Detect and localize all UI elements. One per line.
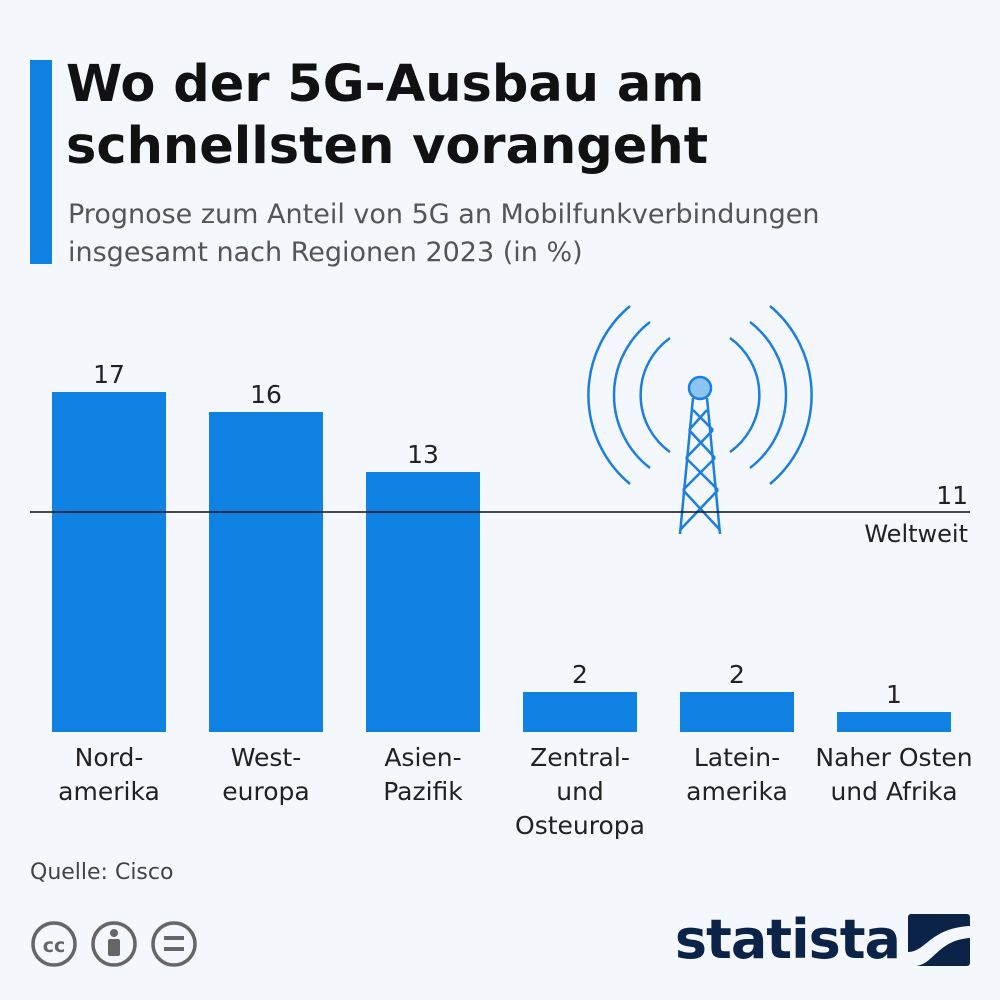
logo-text: statista [674,908,901,971]
tick-label-1-0: West- [231,743,301,772]
tick-label-4-0: Latein- [694,743,780,772]
bar-2 [366,472,480,732]
data-label-5: 1 [886,680,902,709]
cell-tower-icon [587,305,813,535]
chart-subtitle: Prognose zum Anteil von 5G an Mobilfunkv… [68,199,820,268]
cc-icon: cc [31,921,77,967]
tick-label-5-1: und Afrika [830,777,957,806]
reference-label: Weltweit [864,520,968,548]
data-label-2: 13 [407,440,439,469]
bar-1 [209,412,323,732]
by-icon [91,921,137,967]
tick-label-3-2: Osteuropa [515,811,645,840]
chart-title: Wo der 5G-Ausbau am schnellsten vorangeh… [66,55,709,176]
accent-bar [30,60,52,264]
bar-chart: 11 Weltweit 17 Nord-amerika 16 West-europa 13… [30,305,973,840]
bar-0 [52,392,166,732]
tick-label-0-0: Nord- [75,743,144,772]
nd-icon [151,921,197,967]
tick-label-3-0: Zentral- [530,743,630,772]
reference-value: 11 [936,481,968,510]
statista-logo: statista [675,910,970,970]
svg-text:cc: cc [43,935,66,957]
data-label-0: 17 [93,360,125,389]
tick-label-4-1: amerika [686,777,788,806]
license-icons: cc [31,921,197,967]
data-label-3: 2 [572,660,588,689]
tick-label-2-1: Pazifik [383,777,463,806]
tick-label-3-1: und [556,777,604,806]
tick-label-0-1: amerika [58,777,160,806]
data-label-4: 2 [729,660,745,689]
bar-5 [837,712,951,732]
statista-logo-icon [908,914,970,966]
data-label-1: 16 [250,380,282,409]
tick-label-5-0: Naher Osten [815,743,972,772]
tick-label-1-1: europa [222,777,309,806]
tick-label-2-0: Asien- [384,743,461,772]
source-note: Quelle: Cisco [30,860,174,885]
bar-4 [680,692,794,732]
bar-3 [523,692,637,732]
